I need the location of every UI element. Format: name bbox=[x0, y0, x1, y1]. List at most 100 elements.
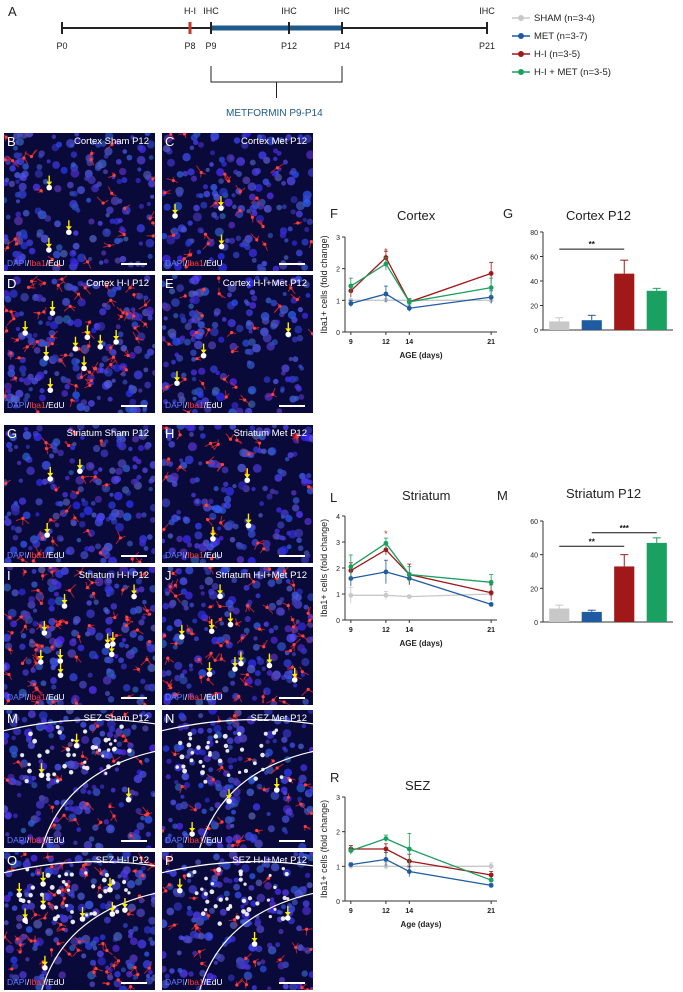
x-tick-label: 9 bbox=[349, 339, 353, 346]
stain-sep2: / bbox=[45, 550, 49, 560]
series-line bbox=[350, 837, 492, 881]
stain-sep1: / bbox=[184, 835, 188, 845]
stain-sep2: / bbox=[203, 977, 207, 987]
data-point bbox=[406, 846, 412, 852]
legend-label: MET (n=3-7) bbox=[534, 31, 588, 42]
stain-iba1: Iba1 bbox=[29, 550, 46, 560]
y-tick-label: 0 bbox=[534, 328, 538, 335]
stain-dapi: DAPI bbox=[165, 258, 185, 268]
stain-sep2: / bbox=[203, 400, 207, 410]
legend-label: H-I + MET (n=3-5) bbox=[534, 67, 611, 78]
micrograph-d: D Cortex H-I P12 DAPI/Iba1/EdU bbox=[4, 275, 155, 413]
stain-edu: EdU bbox=[206, 400, 223, 410]
timeline-tick-label: P12 bbox=[281, 41, 297, 51]
data-point bbox=[348, 297, 354, 303]
series-line bbox=[350, 256, 492, 303]
bar bbox=[614, 566, 635, 622]
y-axis-label: Iba1+ cells (fold change) bbox=[319, 235, 329, 333]
bar bbox=[581, 611, 602, 622]
stain-edu: EdU bbox=[48, 550, 65, 560]
micrograph-image bbox=[162, 133, 313, 271]
stain-sep1: / bbox=[184, 258, 188, 268]
data-point bbox=[383, 547, 389, 553]
data-point bbox=[488, 294, 494, 300]
panel-letter-o: N bbox=[165, 711, 175, 726]
stain-edu: EdU bbox=[206, 692, 223, 702]
stain-sep1: / bbox=[26, 400, 30, 410]
y-tick-label: 2 bbox=[336, 566, 340, 573]
stain-legend: DAPI/Iba1/EdU bbox=[165, 692, 223, 702]
data-point bbox=[383, 291, 389, 297]
y-axis-label: Iba1+ cells (fold change) bbox=[319, 519, 329, 617]
data-point bbox=[383, 863, 389, 869]
data-point bbox=[348, 283, 354, 289]
series-line bbox=[350, 571, 492, 606]
micrograph-n: M SEZ Sham P12 DAPI/Iba1/EdU bbox=[4, 710, 155, 848]
stain-sep2: / bbox=[45, 692, 49, 702]
stain-sep2: / bbox=[203, 258, 207, 268]
data-point bbox=[406, 858, 412, 864]
chart-title: Striatum bbox=[402, 488, 451, 503]
data-point bbox=[383, 261, 389, 267]
stain-sep1: / bbox=[26, 977, 30, 987]
legend-entry: H-I + MET (n=3-5) bbox=[512, 67, 611, 78]
micrograph-j: I Striatum H-I P12 DAPI/Iba1/EdU bbox=[4, 567, 155, 705]
y-tick-label: 0 bbox=[336, 899, 340, 906]
data-point bbox=[348, 848, 354, 854]
panel-letter-c: C bbox=[165, 134, 175, 149]
stain-dapi: DAPI bbox=[165, 400, 185, 410]
y-tick-label: 1 bbox=[336, 592, 340, 599]
data-point bbox=[383, 592, 389, 598]
series-line bbox=[350, 848, 492, 876]
significance-mark: ** bbox=[589, 537, 596, 546]
stain-dapi: DAPI bbox=[7, 550, 27, 560]
data-point bbox=[488, 877, 494, 883]
x-tick-label: 21 bbox=[487, 627, 495, 634]
x-tick-label: 14 bbox=[405, 339, 413, 346]
micrograph-title: Cortex H-I+Met P12 bbox=[222, 278, 307, 289]
stain-edu: EdU bbox=[206, 550, 223, 560]
timeline-top-label: IHC bbox=[479, 6, 495, 16]
data-point bbox=[383, 297, 389, 303]
y-tick-label: 40 bbox=[530, 553, 538, 560]
stain-sep1: / bbox=[184, 550, 188, 560]
stain-legend: DAPI/Iba1/EdU bbox=[7, 835, 65, 845]
y-tick-label: 80 bbox=[530, 230, 538, 237]
y-tick-label: 40 bbox=[530, 279, 538, 286]
micrograph-image bbox=[162, 275, 313, 413]
legend-label: H-I (n=3-5) bbox=[534, 49, 581, 60]
stain-legend: DAPI/Iba1/EdU bbox=[165, 400, 223, 410]
y-tick-label: 2 bbox=[336, 830, 340, 837]
stain-dapi: DAPI bbox=[165, 835, 185, 845]
stain-iba1: Iba1 bbox=[187, 835, 204, 845]
micrograph-h: G Striatum Sham P12 DAPI/Iba1/EdU bbox=[4, 425, 155, 563]
x-tick-label: 14 bbox=[405, 908, 413, 915]
stain-dapi: DAPI bbox=[7, 258, 27, 268]
y-tick-label: 2 bbox=[336, 267, 340, 274]
stain-edu: EdU bbox=[48, 835, 65, 845]
stain-legend: DAPI/Iba1/EdU bbox=[165, 977, 223, 987]
chart-title: Cortex P12 bbox=[566, 208, 632, 223]
micrograph-title: SEZ Met P12 bbox=[250, 713, 308, 724]
stain-sep1: / bbox=[184, 977, 188, 987]
panel-letter-g: G bbox=[503, 206, 514, 221]
chart-title: Striatum P12 bbox=[566, 486, 642, 501]
y-tick-label: 60 bbox=[530, 519, 538, 526]
data-point bbox=[406, 305, 412, 311]
x-tick-label: 12 bbox=[382, 339, 390, 346]
micrograph-title: Striatum Sham P12 bbox=[66, 428, 149, 439]
x-tick-label: 12 bbox=[382, 627, 390, 634]
series-line bbox=[350, 263, 492, 303]
stain-sep2: / bbox=[45, 835, 49, 845]
metformin-label: METFORMIN P9-P14 bbox=[226, 108, 323, 119]
micrograph-title: SEZ Sham P12 bbox=[83, 713, 149, 724]
stain-edu: EdU bbox=[206, 977, 223, 987]
data-point bbox=[488, 579, 494, 585]
chart-title: SEZ bbox=[405, 778, 431, 793]
legend-swatch bbox=[512, 33, 530, 40]
panel-letter-d: D bbox=[7, 276, 17, 291]
stain-iba1: Iba1 bbox=[29, 258, 46, 268]
stain-dapi: DAPI bbox=[7, 977, 27, 987]
stain-edu: EdU bbox=[48, 977, 65, 987]
stain-sep1: / bbox=[184, 692, 188, 702]
